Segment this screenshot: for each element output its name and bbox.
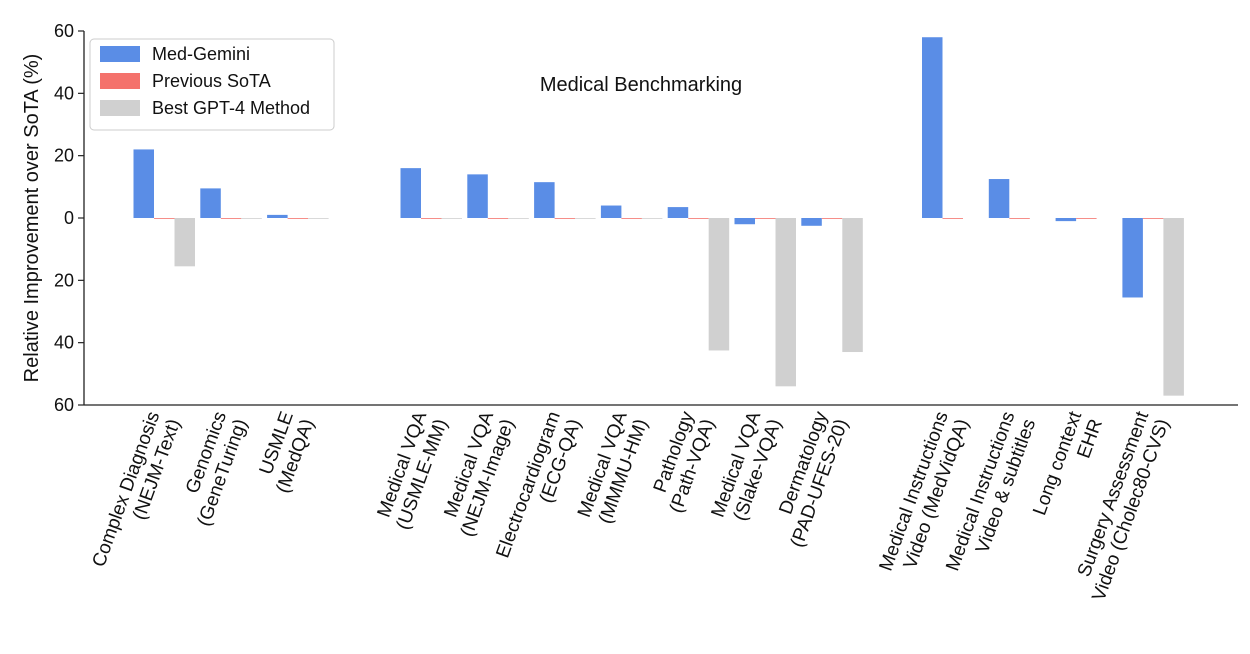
- legend-swatch-med-gemini: [100, 46, 140, 62]
- bar-med-gemini-medical-instructions-video-subtitles: [988, 179, 1010, 218]
- bar-best-gpt-4-method-dermatology-pad-ufes-20: [842, 218, 863, 353]
- legend-swatch-best-gpt-4-method: [100, 100, 140, 116]
- y-tick-label: 40: [54, 83, 74, 103]
- bars-layer: [133, 37, 1184, 396]
- legend-swatch-previous-sota: [100, 73, 140, 89]
- x-tick-label: USMLE(MedQA): [252, 409, 319, 496]
- bar-best-gpt-4-method-medical-vqa-slake-vqa: [775, 218, 796, 387]
- bar-best-gpt-4-method-electrocardiogram-ecg-qa: [575, 218, 596, 219]
- bar-best-gpt-4-method-medical-vqa-mmmu-hm: [641, 218, 663, 219]
- bar-med-gemini-electrocardiogram-ecg-qa: [534, 182, 555, 218]
- x-tick-label: Medical VQA(MMMU-HM): [574, 409, 652, 528]
- bar-med-gemini-pathology-path-vqa: [667, 207, 689, 218]
- legend-label-med-gemini: Med-Gemini: [152, 44, 250, 64]
- x-tick-labels: Complex Diagnosis(NEJM-Text)Genomics(Gen…: [89, 408, 1174, 604]
- bar-previous-sota-pathology-path-vqa: [688, 218, 709, 219]
- x-tick-label: Genomics(GeneTuring): [173, 409, 252, 529]
- y-tick-label: 60: [54, 395, 74, 415]
- bar-previous-sota-medical-vqa-nejm-image: [487, 218, 509, 219]
- bar-previous-sota-medical-instructions-video-subtitles: [1009, 218, 1030, 219]
- bar-previous-sota-dermatology-pad-ufes-20: [821, 218, 843, 219]
- chart-title: Medical Benchmarking: [540, 74, 742, 96]
- y-tick-label: 40: [54, 333, 74, 353]
- bar-med-gemini-genomics-geneturing: [200, 188, 221, 218]
- bar-best-gpt-4-method-medical-vqa-usmle-mm: [441, 218, 462, 219]
- y-tick-label: 20: [54, 270, 74, 290]
- bar-med-gemini-usmle-medqa: [267, 214, 288, 218]
- bar-previous-sota-complex-diagnosis-nejm-text: [154, 218, 175, 219]
- bar-previous-sota-medical-vqa-slake-vqa: [755, 218, 776, 219]
- bar-med-gemini-dermatology-pad-ufes-20: [801, 218, 822, 226]
- x-tick-label: Long contextEHR: [1029, 408, 1107, 526]
- bar-previous-sota-long-context-ehr: [1076, 218, 1097, 219]
- legend-frame: [89, 38, 335, 131]
- bar-previous-sota-usmle-medqa: [287, 218, 309, 219]
- bar-best-gpt-4-method-genomics-geneturing: [241, 218, 262, 219]
- bar-best-gpt-4-method-pathology-path-vqa: [708, 218, 730, 351]
- y-tick-label: 20: [54, 146, 74, 166]
- y-tick-label: 60: [54, 21, 74, 41]
- legend: Med-Gemini Previous SoTA Best GPT-4 Method: [89, 38, 335, 131]
- y-tick-label: 0: [64, 208, 74, 228]
- bar-med-gemini-complex-diagnosis-nejm-text: [133, 149, 154, 218]
- bar-med-gemini-medical-instructions-video-medvidqa: [922, 37, 943, 219]
- x-tick-label: Medical VQA(USMLE-MM): [372, 409, 452, 533]
- bar-best-gpt-4-method-surgery-assessment-video-cholec80-cvs: [1163, 218, 1184, 396]
- bar-previous-sota-medical-vqa-usmle-mm: [421, 218, 442, 219]
- bar-previous-sota-medical-vqa-mmmu-hm: [621, 218, 642, 219]
- x-tick-label: Medical VQA(Slake-VQA): [708, 409, 786, 528]
- bar-previous-sota-medical-instructions-video-medvidqa: [942, 218, 963, 219]
- bar-best-gpt-4-method-usmle-medqa: [308, 218, 329, 219]
- legend-label-previous-sota: Previous SoTA: [152, 71, 271, 91]
- bar-med-gemini-medical-vqa-nejm-image: [467, 174, 488, 218]
- bar-med-gemini-medical-vqa-mmmu-hm: [600, 205, 622, 218]
- bar-med-gemini-medical-vqa-usmle-mm: [400, 168, 421, 218]
- bar-best-gpt-4-method-complex-diagnosis-nejm-text: [174, 218, 195, 267]
- bar-previous-sota-electrocardiogram-ecg-qa: [554, 218, 576, 219]
- bar-previous-sota-genomics-geneturing: [220, 218, 242, 219]
- legend-label-best-gpt-4-method: Best GPT-4 Method: [152, 98, 310, 118]
- x-tick-label: Pathology(Path-VQA): [645, 408, 719, 515]
- y-axis-label: Relative Improvement over SoTA (%): [21, 54, 43, 383]
- bar-previous-sota-surgery-assessment-video-cholec80-cvs: [1142, 218, 1164, 219]
- bar-best-gpt-4-method-medical-vqa-nejm-image: [508, 218, 529, 219]
- bar-med-gemini-long-context-ehr: [1055, 218, 1077, 222]
- y-ticks: 60 40 20 0 20 40 60: [54, 21, 84, 415]
- bar-med-gemini-surgery-assessment-video-cholec80-cvs: [1122, 218, 1143, 298]
- x-tick-label: Complex Diagnosis(NEJM-Text): [89, 409, 185, 578]
- bar-med-gemini-medical-vqa-slake-vqa: [734, 218, 755, 225]
